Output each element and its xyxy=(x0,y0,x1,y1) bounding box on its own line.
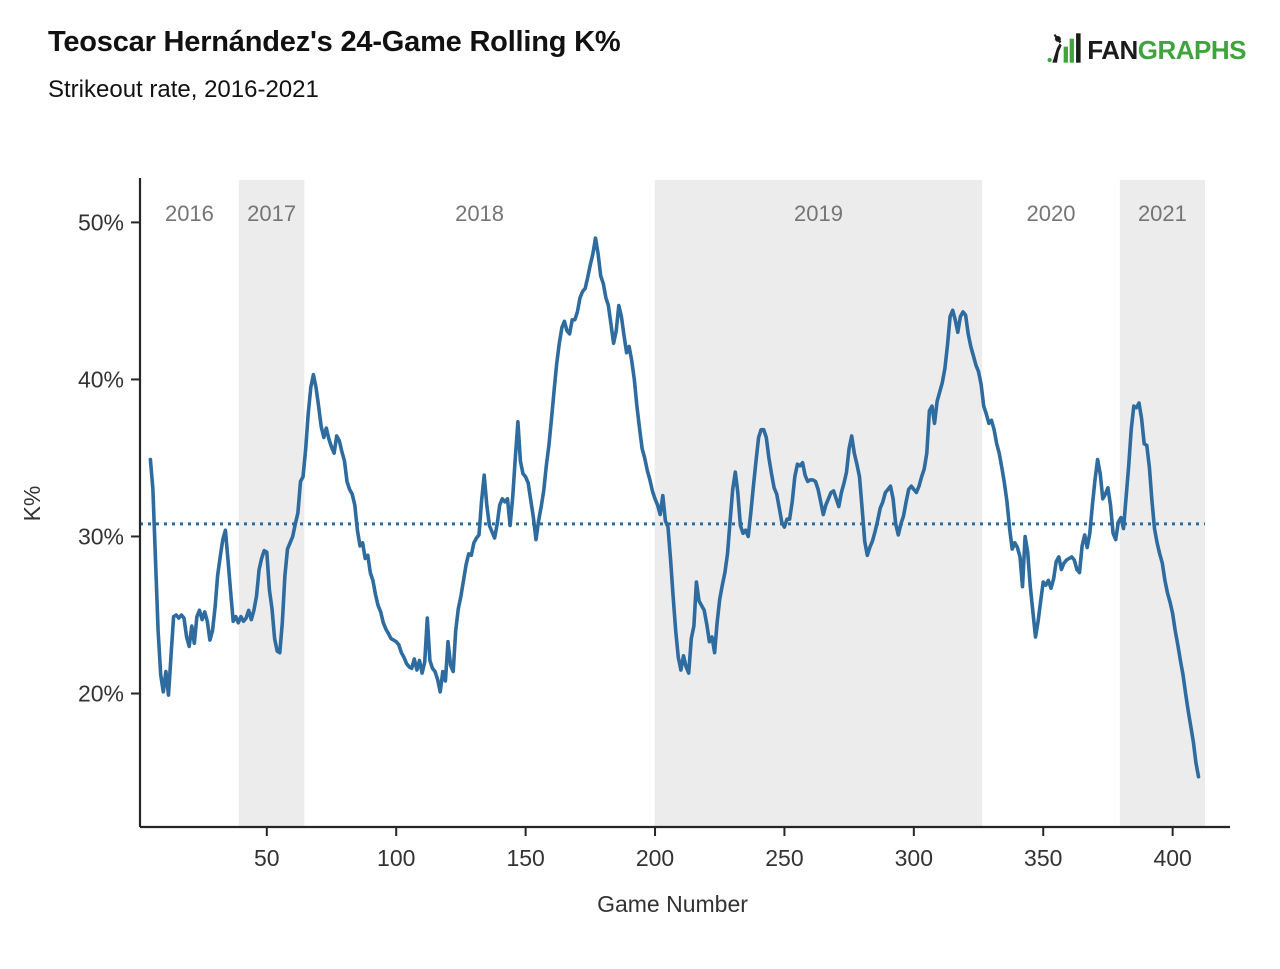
year-band-2019 xyxy=(654,180,983,827)
logo-fan-text: FAN xyxy=(1087,35,1138,65)
page-title: Teoscar Hernández's 24-Game Rolling K% xyxy=(48,26,621,58)
year-label-2020: 2020 xyxy=(1027,201,1076,226)
x-tick-label-200: 200 xyxy=(636,845,674,871)
y-tick-label-40: 40% xyxy=(78,366,124,392)
year-label-2018: 2018 xyxy=(455,201,504,226)
rolling-k-line xyxy=(148,236,1201,779)
year-label-2016: 2016 xyxy=(165,201,214,226)
x-tick-label-350: 350 xyxy=(1024,845,1062,871)
x-tick-label-400: 400 xyxy=(1153,845,1191,871)
y-tick-label-20: 20% xyxy=(78,681,124,707)
y-tick-label-30: 30% xyxy=(78,523,124,549)
fangraphs-logo: FAN GRAPHS xyxy=(1047,32,1247,69)
fangraphs-wordmark: FAN GRAPHS xyxy=(1087,35,1246,66)
year-band-2017 xyxy=(238,180,305,827)
x-tick-label-250: 250 xyxy=(765,845,803,871)
x-tick-label-150: 150 xyxy=(506,845,544,871)
x-tick-label-50: 50 xyxy=(254,845,280,871)
x-tick-label-100: 100 xyxy=(377,845,415,871)
x-axis-title: Game Number xyxy=(597,891,748,917)
page-subtitle: Strikeout rate, 2016-2021 xyxy=(48,76,319,103)
year-label-2017: 2017 xyxy=(247,201,296,226)
x-tick-label-300: 300 xyxy=(895,845,933,871)
y-axis-title: K% xyxy=(19,486,45,522)
year-label-2021: 2021 xyxy=(1138,201,1187,226)
year-label-2019: 2019 xyxy=(794,201,843,226)
fangraphs-batter-icon xyxy=(1047,32,1083,69)
logo-graphs-text: GRAPHS xyxy=(1137,35,1247,65)
y-tick-label-50: 50% xyxy=(78,209,124,235)
